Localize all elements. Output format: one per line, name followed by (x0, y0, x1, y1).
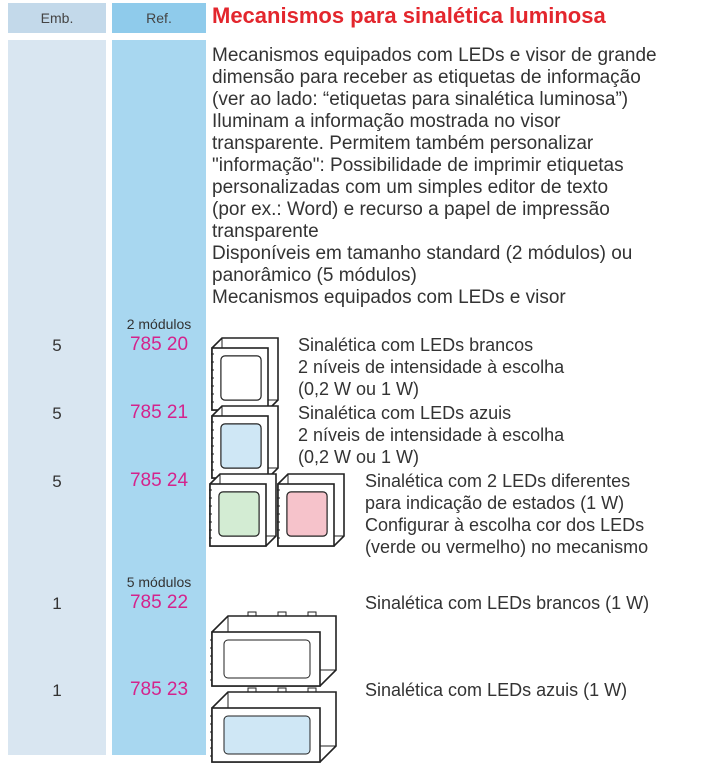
module-icon (210, 405, 279, 479)
ref-column-bg (112, 40, 206, 755)
emb-value: 5 (52, 336, 62, 355)
product-description-line: (0,2 W ou 1 W) (298, 379, 420, 399)
description-line: dimensão para receber as etiquetas de in… (212, 67, 641, 88)
description-line: (por ex.: Word) e recurso a papel de imp… (212, 199, 610, 220)
reference: 785 24 (129, 470, 189, 491)
module-icon (210, 337, 279, 411)
title: Mecanismos para sinalética luminosa (212, 3, 606, 28)
emb-header-bg (8, 3, 106, 33)
module-icon (208, 473, 277, 547)
description-line: "informação": Possibilidade de imprimir … (212, 155, 624, 176)
description-line: personalizadas com um simples editor de … (212, 177, 609, 198)
emb-column-bg (8, 40, 106, 755)
description-line: transparente. Permitem também personaliz… (212, 133, 594, 154)
module-group: 5 módulos (126, 574, 192, 590)
description-line: panorâmico (5 módulos) (212, 265, 417, 286)
description-line: Mecanismos equipados com LEDs e visor (212, 287, 566, 308)
product-description-line: Sinalética com LEDs brancos (1 W) (365, 593, 650, 613)
description-line: Iluminam a informação mostrada no visor (212, 111, 561, 132)
product-description-line: (verde ou vermelho) no mecanismo (365, 537, 649, 557)
reference: 785 21 (129, 402, 189, 423)
emb-value: 1 (52, 681, 62, 700)
reference: 785 23 (129, 679, 189, 700)
description-line: Mecanismos equipados com LEDs e visor de… (212, 45, 657, 66)
emb-value: 1 (52, 594, 62, 613)
product-description-line: para indicação de estados (1 W) (365, 493, 625, 513)
module-icon (276, 473, 345, 547)
product-description-line: (0,2 W ou 1 W) (298, 447, 420, 467)
description: Mecanismos equipados com LEDs e visor de… (212, 45, 657, 309)
ref-header: Ref. (146, 10, 172, 26)
emb-value: 5 (52, 472, 62, 491)
product-description-line: Sinalética com LEDs azuis (298, 403, 512, 423)
product-description-line: 2 níveis de intensidade à escolha (298, 357, 565, 377)
product-description: Sinalética com 2 LEDs diferentes para ind… (365, 470, 648, 558)
product-description-line: Sinalética com 2 LEDs diferentes (365, 471, 631, 491)
product-description: Sinalética com LEDs brancos 2 níveis de i… (298, 334, 564, 400)
ref-header-bg (112, 3, 206, 33)
product-description: Sinalética com LEDs azuis (1 W) (365, 679, 627, 701)
description-line: transparente (212, 221, 319, 242)
panoramic-icon (209, 687, 337, 763)
product-description-line: Configurar à escolha cor dos LEDs (365, 515, 645, 535)
panoramic-icon (209, 611, 337, 687)
reference: 785 22 (129, 592, 189, 613)
description-line: (ver ao lado: “etiquetas para sinalética… (212, 89, 629, 110)
product-description: Sinalética com LEDs brancos (1 W) (365, 592, 649, 614)
product-description-line: Sinalética com LEDs brancos (298, 335, 534, 355)
product-description-line: 2 níveis de intensidade à escolha (298, 425, 565, 445)
emb-header: Emb. (40, 10, 74, 26)
module-group: 2 módulos (126, 316, 192, 332)
emb-value: 5 (52, 404, 62, 423)
product-description: Sinalética com LEDs azuis 2 níveis de int… (298, 402, 564, 468)
product-description-line: Sinalética com LEDs azuis (1 W) (365, 680, 628, 700)
reference: 785 20 (129, 334, 189, 355)
description-line: Disponíveis em tamanho standard (2 módul… (212, 243, 633, 264)
